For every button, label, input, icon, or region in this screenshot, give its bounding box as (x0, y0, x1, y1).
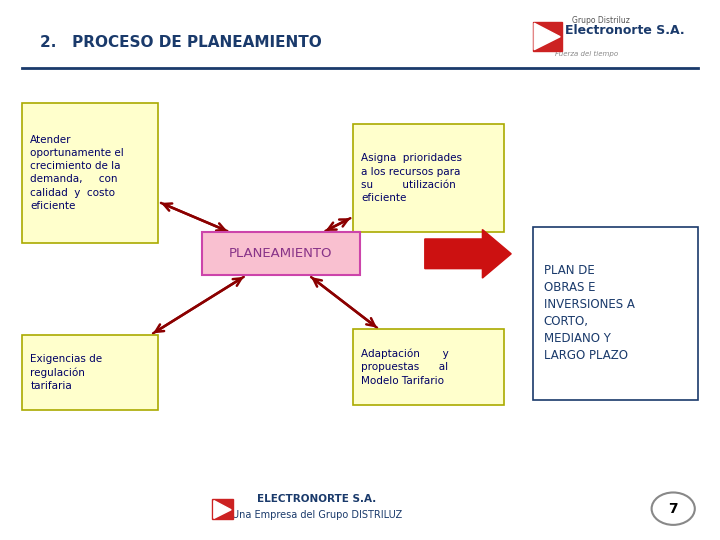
Text: Asigna  prioridades
a los recursos para
su         utilización
eficiente: Asigna prioridades a los recursos para s… (361, 153, 462, 203)
Text: Una Empresa del Grupo DISTRILUZ: Una Empresa del Grupo DISTRILUZ (232, 510, 402, 519)
FancyArrow shape (425, 230, 511, 278)
FancyBboxPatch shape (22, 103, 158, 243)
Text: Grupo Distriluz: Grupo Distriluz (572, 16, 630, 25)
FancyBboxPatch shape (22, 335, 158, 410)
Circle shape (652, 492, 695, 525)
FancyBboxPatch shape (353, 329, 504, 405)
Text: Atender
oportunamente el
crecimiento de la
demanda,     con
calidad  y  costo
ef: Atender oportunamente el crecimiento de … (30, 135, 124, 211)
Polygon shape (214, 501, 231, 518)
Text: PLANEAMIENTO: PLANEAMIENTO (229, 247, 333, 260)
Text: Exigencias de
regulación
tarifaria: Exigencias de regulación tarifaria (30, 354, 102, 391)
FancyBboxPatch shape (353, 124, 504, 232)
Polygon shape (534, 23, 560, 50)
Text: PLAN DE
OBRAS E
INVERSIONES A
CORTO,
MEDIANO Y
LARGO PLAZO: PLAN DE OBRAS E INVERSIONES A CORTO, MED… (544, 264, 634, 362)
Text: Electronorte S.A.: Electronorte S.A. (565, 24, 685, 37)
Text: 7: 7 (668, 502, 678, 516)
Text: Fuerza del tiempo: Fuerza del tiempo (555, 51, 618, 57)
Text: 2.   PROCESO DE PLANEAMIENTO: 2. PROCESO DE PLANEAMIENTO (40, 35, 321, 50)
Text: ELECTRONORTE S.A.: ELECTRONORTE S.A. (257, 495, 377, 504)
FancyBboxPatch shape (533, 227, 698, 400)
Text: Adaptación       y
propuestas      al
Modelo Tarifario: Adaptación y propuestas al Modelo Tarifa… (361, 349, 449, 386)
FancyBboxPatch shape (533, 22, 562, 51)
FancyBboxPatch shape (212, 499, 233, 519)
FancyBboxPatch shape (202, 232, 360, 275)
